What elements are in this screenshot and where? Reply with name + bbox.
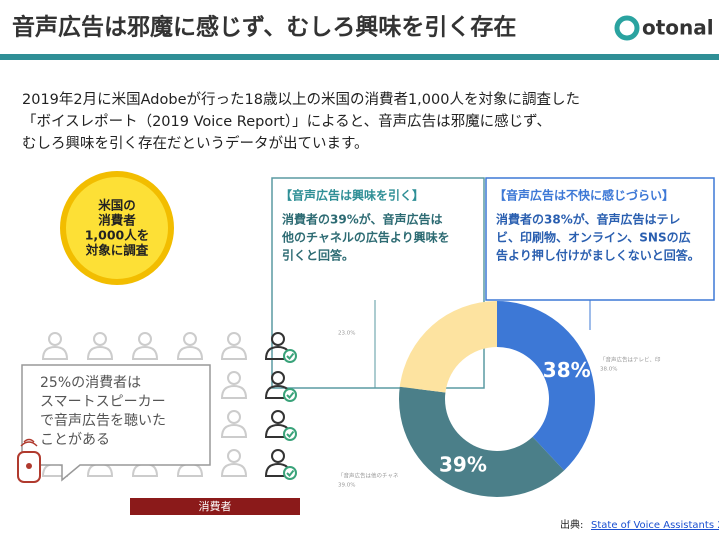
box-text: 他のチャネルの広告より興味を — [281, 230, 450, 245]
person-head — [271, 371, 285, 385]
person-head — [271, 332, 285, 346]
source-link[interactable]: State of Voice Assistants 2019 from Adob… — [591, 520, 719, 531]
person-head — [227, 371, 241, 385]
person-head — [93, 332, 107, 346]
category-label: 「音声広告はテレビ、印 — [600, 356, 661, 364]
box-title: 【音声広告は興味を引く】 — [280, 188, 424, 203]
person-head — [271, 410, 285, 424]
person-body — [176, 345, 204, 360]
bubble-text: ことがある — [40, 432, 110, 448]
value-label: 38.0% — [600, 367, 617, 373]
person-body — [131, 345, 159, 360]
check-mark — [286, 391, 295, 399]
intro-line: 「ボイスレポート（2019 Voice Report）」によると、音声広告は邪魔… — [22, 112, 551, 130]
person-body — [220, 345, 248, 360]
speaker-icon — [17, 438, 41, 483]
intro-line: むしろ興味を引く存在だというデータが出ています。 — [22, 134, 369, 152]
box-text: 告より押し付けがましくないと回答。 — [496, 248, 700, 263]
source-label: 出典: — [560, 518, 583, 531]
person-body — [220, 462, 248, 477]
person-head — [138, 332, 152, 346]
person-head — [271, 449, 285, 463]
logo-icon — [614, 15, 640, 41]
big-label: 39% — [439, 452, 487, 476]
intro-line: 2019年2月に米国Adobeが行った18歳以上の米国の消費者1,000人を対象… — [22, 91, 580, 108]
logo: otonal — [642, 16, 714, 40]
circle-text: 米国の — [97, 198, 136, 213]
donut-segment — [399, 301, 497, 393]
person-body — [220, 423, 248, 438]
check-badge — [283, 349, 297, 363]
person-head — [227, 449, 241, 463]
donut-chart: 38% 「音声広告はテレビ、印 38.0% 39% 「音声広告は他のチャネ 39.0% 23… — [338, 301, 661, 498]
check-mark — [286, 352, 295, 360]
person-head — [227, 332, 241, 346]
value-label: 23.0% — [338, 331, 355, 337]
title: 音声広告は邪魔に感じず、むしろ興味を引く存在 — [12, 14, 516, 41]
box-text: ビ、印刷物、オンライン、SNSの広 — [496, 230, 691, 245]
box-text: 消費者の38%が、音声広告はテレ — [496, 212, 680, 227]
check-badge — [283, 427, 297, 441]
box-title: 【音声広告は不快に感じづらい】 — [494, 188, 674, 203]
people-label-bar — [130, 498, 300, 515]
circle-text: 対象に調査 — [85, 243, 149, 258]
survey-circle — [60, 171, 174, 285]
check-badge — [283, 466, 297, 480]
person-body — [220, 384, 248, 399]
big-label: 38% — [543, 358, 591, 382]
bubble-text: スマートスピーカー — [40, 394, 166, 410]
person-head — [227, 410, 241, 424]
donut-segment — [497, 301, 596, 471]
person-head — [183, 332, 197, 346]
person-head — [48, 332, 62, 346]
value-label: 39.0% — [338, 483, 355, 489]
title-bar — [0, 54, 719, 60]
check-mark — [286, 469, 295, 477]
bubble-text: で音声広告を聴いた — [40, 412, 166, 429]
circle-text: 1,000人を — [85, 228, 150, 243]
box-interest — [271, 177, 485, 389]
person-body — [41, 345, 69, 360]
box-unobtrusive — [485, 177, 715, 301]
donut-segment — [398, 386, 565, 498]
box-text: 消費者の39%が、音声広告は — [282, 212, 442, 227]
people-label: 消費者 — [199, 499, 232, 513]
person-body — [86, 345, 114, 360]
circle-text: 消費者 — [98, 213, 136, 228]
bubble-text: 25%の消費者は — [40, 375, 141, 391]
category-label: 「音声広告は他のチャネ — [338, 472, 399, 480]
box-text: 引くと回答。 — [282, 248, 354, 263]
check-mark — [286, 430, 295, 438]
check-badge — [283, 388, 297, 402]
